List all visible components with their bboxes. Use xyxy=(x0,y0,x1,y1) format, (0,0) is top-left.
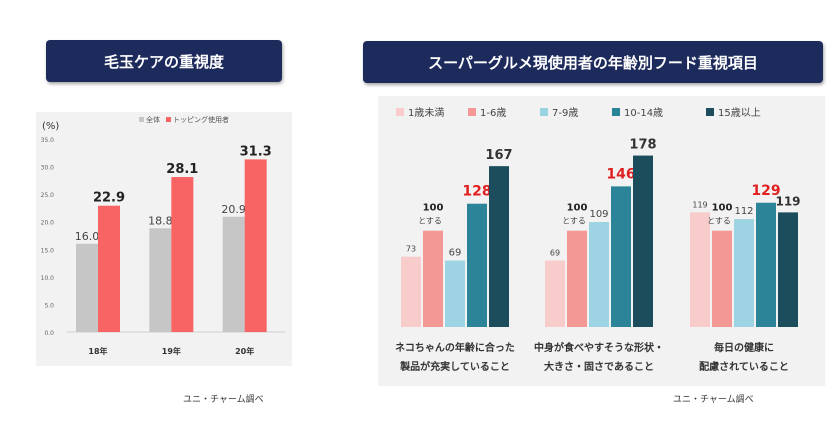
data-label-0-1: 100 xyxy=(423,203,444,214)
x-tick-label-0-1: 製品が充実していること xyxy=(399,360,510,373)
legend-swatch-1 xyxy=(468,108,476,116)
x-tick-label-2-0: 毎日の健康に xyxy=(714,341,774,354)
bar-0-0 xyxy=(401,256,421,327)
bar-1-0 xyxy=(149,228,172,332)
legend-label-1: 1-6歳 xyxy=(480,107,506,119)
data-label-2-0: 119 xyxy=(692,200,707,209)
bar-2-1 xyxy=(712,230,732,327)
bar-0-4 xyxy=(489,166,509,327)
data-label-0-2: 69 xyxy=(449,248,462,259)
data-sublabel-2-1: とする xyxy=(707,217,731,226)
bar-2-1 xyxy=(244,159,267,332)
x-tick-label-0: 18年 xyxy=(88,346,107,356)
right-chart-title-banner: スーパーグルメ現使用者の年齢別フード重視項目 xyxy=(363,41,823,83)
bar-1-3 xyxy=(611,186,631,327)
legend-label-2: 7-9歳 xyxy=(552,107,578,119)
legend-label-4: 15歳以上 xyxy=(718,107,761,119)
bar-1-4 xyxy=(633,155,653,327)
bar-2-0 xyxy=(690,212,710,327)
legend-label-0: 1歳未満 xyxy=(408,107,444,119)
y-tick-label: 15.0 xyxy=(41,247,55,254)
bar-0-3 xyxy=(467,203,487,327)
legend-swatch-0 xyxy=(139,117,144,122)
y-tick-label: 30.0 xyxy=(41,165,55,172)
data-label-1-1: 100 xyxy=(567,203,588,214)
hairball-care-bar-chart: (%) 0.0 5.0 10.0 15.0 20.0 25.0 30.0 35.0 全体 トッピング… xyxy=(41,115,286,356)
x-tick-label-2: 20年 xyxy=(235,346,254,356)
x-tick-label-0-0: ネコちゃんの年齢に合った xyxy=(395,341,515,354)
y-axis-unit-label: (%) xyxy=(42,121,59,132)
y-tick-label: 10.0 xyxy=(41,275,55,282)
data-label-1-0: 69 xyxy=(550,249,560,258)
legend-label-0: 全体 xyxy=(146,115,160,124)
bar-1-0 xyxy=(545,260,565,327)
data-label-0-0: 73 xyxy=(406,245,416,254)
bar-0-1 xyxy=(423,230,443,327)
hairball-care-chart-panel: (%) 0.0 5.0 10.0 15.0 20.0 25.0 30.0 35.0 全体 トッピング… xyxy=(36,112,292,366)
x-tick-label-1-0: 中身が食べやすそうな形状・ xyxy=(534,341,664,354)
bar-0-1 xyxy=(98,205,120,332)
legend-label-1: トッピング使用者 xyxy=(173,115,229,124)
right-source-note: ユニ・チャーム調べ xyxy=(673,395,754,405)
data-label-2-4: 119 xyxy=(775,194,800,208)
y-tick-label: 35.0 xyxy=(41,137,55,144)
x-tick-label-1-1: 大きさ・固さであること xyxy=(544,360,654,373)
legend-swatch-2 xyxy=(540,108,548,116)
data-label-2-2: 112 xyxy=(734,206,753,217)
left-chart-title-banner: 毛玉ケアの重視度 xyxy=(46,40,282,82)
data-label-1-4: 178 xyxy=(629,138,656,153)
data-sublabel-0-1: とする xyxy=(418,217,442,226)
bar-1-2 xyxy=(589,222,609,327)
data-label-1-3: 146 xyxy=(606,166,635,182)
y-tick-label: 20.0 xyxy=(41,220,55,227)
data-label-0-1: 22.9 xyxy=(93,191,125,206)
legend-swatch-1 xyxy=(166,117,171,122)
legend-label-3: 10-14歳 xyxy=(624,107,663,119)
bar-2-3 xyxy=(756,202,776,327)
legend-swatch-4 xyxy=(706,108,714,116)
bar-2-4 xyxy=(778,212,798,327)
x-tick-label-2-1: 配慮されていること xyxy=(699,360,789,373)
y-tick-label: 5.0 xyxy=(44,302,54,309)
data-label-2-1: 100 xyxy=(712,203,733,214)
data-sublabel-1-1: とする xyxy=(562,217,586,226)
data-label-0-3: 128 xyxy=(462,184,491,200)
data-label-0-0: 16.0 xyxy=(75,230,100,243)
bar-0-0 xyxy=(76,243,98,332)
y-tick-label: 25.0 xyxy=(41,192,55,199)
age-priority-bar-chart: 1歳未満 1-6歳 7-9歳 10-14歳 15歳以上 73 100 とする 69 128 167 ネ… xyxy=(395,107,800,373)
legend-swatch-0 xyxy=(396,108,404,116)
bar-2-0 xyxy=(222,216,245,332)
legend-swatch-3 xyxy=(612,108,620,116)
x-tick-label-1: 19年 xyxy=(162,346,181,356)
bar-1-1 xyxy=(171,177,194,332)
data-label-1-1: 28.1 xyxy=(166,162,198,177)
bar-1-1 xyxy=(567,230,587,327)
data-label-1-2: 109 xyxy=(589,209,608,220)
bar-2-2 xyxy=(734,219,754,327)
data-label-2-1: 31.3 xyxy=(240,144,272,159)
data-label-2-3: 129 xyxy=(751,183,780,199)
data-label-2-0: 20.9 xyxy=(221,203,246,216)
left-source-note: ユニ・チャーム調べ xyxy=(183,395,264,405)
y-tick-label: 0.0 xyxy=(44,330,54,337)
data-label-0-4: 167 xyxy=(485,148,512,163)
bar-0-2 xyxy=(445,260,465,327)
data-label-1-0: 18.8 xyxy=(148,214,173,227)
age-priority-chart-panel: 1歳未満 1-6歳 7-9歳 10-14歳 15歳以上 73 100 とする 69 128 167 ネ… xyxy=(378,96,825,386)
